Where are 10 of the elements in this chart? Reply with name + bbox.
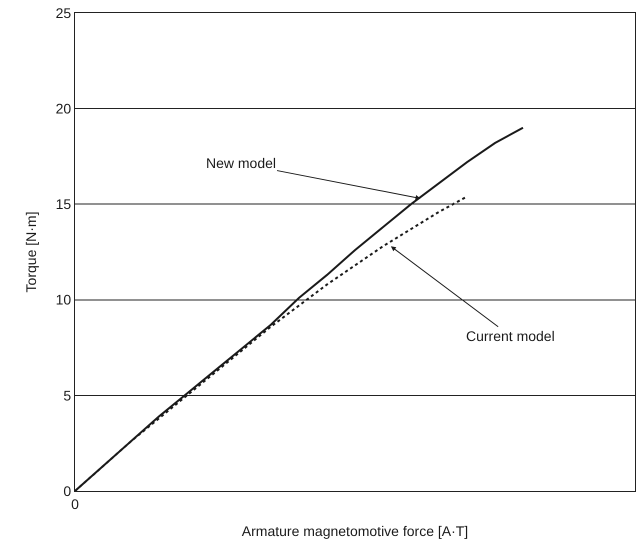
- annotation: New model: [206, 155, 276, 171]
- x-axis-title: Armature magnetomotive force [A·T]: [242, 523, 468, 540]
- y-tick-label: 0: [63, 482, 72, 499]
- y-axis-title: Torque [N·m]: [23, 212, 40, 292]
- y-tick-label: 15: [56, 196, 72, 212]
- y-tick-label: 25: [56, 4, 72, 21]
- annotation: Current model: [466, 328, 555, 344]
- y-tick-label: 20: [56, 100, 72, 116]
- y-tick-label: 10: [56, 292, 72, 308]
- y-tick-label: 5: [63, 387, 72, 404]
